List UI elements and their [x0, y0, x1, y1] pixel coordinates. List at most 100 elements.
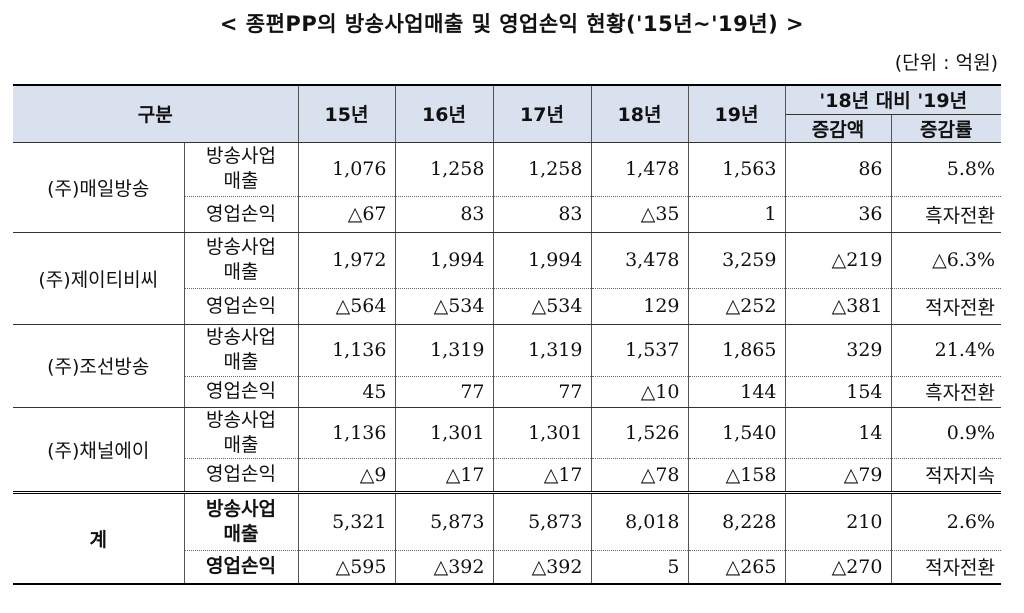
table-row: (주)채널에이 방송사업 매출 1,136 1,301 1,301 1,526 1,540 1…	[13, 407, 1002, 493]
value-cell: △35	[591, 196, 689, 233]
value-cell: 1,865	[688, 324, 786, 377]
value-cell: △392	[493, 550, 592, 585]
value-cell: 1,258	[493, 142, 592, 197]
value-cell: 1,258	[395, 142, 494, 197]
diff-cell: 154	[785, 376, 892, 408]
value-cell: 1	[688, 196, 786, 233]
value-cell: 1,563	[688, 142, 786, 197]
value-cell: 5	[591, 550, 689, 585]
value-cell: △265	[688, 550, 786, 585]
value-cell: 83	[493, 196, 592, 233]
value-cell: 1,319	[395, 324, 494, 377]
value-cell: 3,259	[688, 232, 786, 289]
metric-label-profit: 영업손익	[184, 196, 299, 233]
table-row: (주)제이티비씨 방송사업 매출 1,972 1,994 1,994 3,478 3,259…	[13, 232, 1002, 325]
value-cell: △17	[395, 458, 494, 493]
value-cell: 1,994	[493, 232, 592, 289]
rate-cell: 흑자전환	[891, 376, 1002, 408]
company-name: (주)채널에이	[13, 407, 185, 493]
diff-cell: △219	[785, 232, 892, 289]
value-cell: 1,136	[298, 407, 396, 459]
value-cell: 1,537	[591, 324, 689, 377]
value-cell: 144	[688, 376, 786, 408]
header-year: 19년	[688, 84, 786, 143]
header-category: 구분	[13, 84, 299, 143]
value-cell: 5,873	[493, 490, 592, 551]
value-cell: 1,136	[298, 324, 396, 377]
rate-cell: 21.4%	[891, 324, 1002, 377]
value-cell: 1,301	[493, 407, 592, 459]
table-row: 영업손익 △67 83 83 △35 1 36 흑자전환	[13, 196, 1002, 233]
value-cell: 1,319	[493, 324, 592, 377]
metric-label-profit: 영업손익	[184, 376, 299, 408]
rate-cell: 2.6%	[891, 490, 1002, 551]
value-cell: △595	[298, 550, 396, 585]
value-cell: △10	[591, 376, 689, 408]
value-cell: 1,526	[591, 407, 689, 459]
rate-cell: 5.8%	[891, 142, 1002, 197]
value-cell: △9	[298, 458, 396, 493]
diff-cell: 329	[785, 324, 892, 377]
metric-label-revenue: 방송사업 매출	[184, 232, 299, 289]
value-cell: 1,301	[395, 407, 494, 459]
diff-cell: 36	[785, 196, 892, 233]
company-name: (주)매일방송	[13, 142, 185, 233]
diff-cell: 14	[785, 407, 892, 459]
metric-label-revenue: 방송사업 매출	[184, 324, 299, 377]
financial-table: 구분 15년 16년 17년 18년 19년 '18년 대비 '19년 증감액 …	[13, 84, 1002, 585]
value-cell: 3,478	[591, 232, 689, 289]
value-cell: △252	[688, 288, 786, 325]
value-cell: 77	[395, 376, 494, 408]
header-subrow: 증감액 증감률	[13, 114, 1002, 143]
diff-cell: 210	[785, 490, 892, 551]
header-compare: '18년 대비 '19년	[785, 84, 1002, 115]
value-cell: 77	[493, 376, 592, 408]
table-row: 영업손익 △595 △392 △392 5 △265 △270 적자전환	[13, 550, 1002, 585]
table-row: (주)조선방송 방송사업 매출 1,136 1,319 1,319 1,537 1,865 3…	[13, 324, 1002, 408]
header-year: 17년	[493, 84, 592, 143]
metric-label-profit: 영업손익	[184, 550, 299, 585]
total-label: 계	[13, 490, 185, 585]
diff-cell: △79	[785, 458, 892, 493]
header-year: 16년	[395, 84, 494, 143]
value-cell: 8,228	[688, 490, 786, 551]
metric-label-revenue: 방송사업 매출	[184, 490, 299, 551]
diff-cell: 86	[785, 142, 892, 197]
value-cell: △158	[688, 458, 786, 493]
value-cell: △534	[493, 288, 592, 325]
company-name: (주)조선방송	[13, 324, 185, 408]
metric-label-revenue: 방송사업 매출	[184, 407, 299, 459]
value-cell: 1,994	[395, 232, 494, 289]
table-row: (주)매일방송 방송사업 매출 1,076 1,258 1,258 1,478 1,563 8…	[13, 142, 1002, 233]
table-row: 계 방송사업 매출 5,321 5,873 5,873 8,018 8,228 210 2.6%	[13, 490, 1002, 585]
value-cell: △17	[493, 458, 592, 493]
value-cell: 1,972	[298, 232, 396, 289]
table-row: 영업손익 △564 △534 △534 129 △252 △381 적자전환	[13, 288, 1002, 325]
rate-cell: 적자전환	[891, 288, 1002, 325]
unit-label: (단위 : 억원)	[894, 52, 998, 74]
value-cell: 5,873	[395, 490, 494, 551]
rate-cell: △6.3%	[891, 232, 1002, 289]
rate-cell: 적자지속	[891, 458, 1002, 493]
value-cell: △78	[591, 458, 689, 493]
value-cell: 45	[298, 376, 396, 408]
diff-cell: △381	[785, 288, 892, 325]
metric-label-profit: 영업손익	[184, 288, 299, 325]
value-cell: △392	[395, 550, 494, 585]
value-cell: 1,076	[298, 142, 396, 197]
metric-label-revenue: 방송사업 매출	[184, 142, 299, 197]
value-cell: 5,321	[298, 490, 396, 551]
value-cell: △67	[298, 196, 396, 233]
rate-cell: 흑자전환	[891, 196, 1002, 233]
metric-label-profit: 영업손익	[184, 458, 299, 493]
company-name: (주)제이티비씨	[13, 232, 185, 325]
value-cell: 83	[395, 196, 494, 233]
table-title: < 종편PP의 방송사업매출 및 영업손익 현황('15년~'19년) >	[219, 12, 805, 36]
header-year: 18년	[591, 84, 689, 143]
value-cell: 129	[591, 288, 689, 325]
table-row: 영업손익 △9 △17 △17 △78 △158 △79 적자지속	[13, 458, 1002, 493]
rate-cell: 적자전환	[891, 550, 1002, 585]
header-row: 구분 15년 16년 17년 18년 19년 '18년 대비 '19년	[13, 84, 1002, 143]
rate-cell: 0.9%	[891, 407, 1002, 459]
value-cell: △534	[395, 288, 494, 325]
